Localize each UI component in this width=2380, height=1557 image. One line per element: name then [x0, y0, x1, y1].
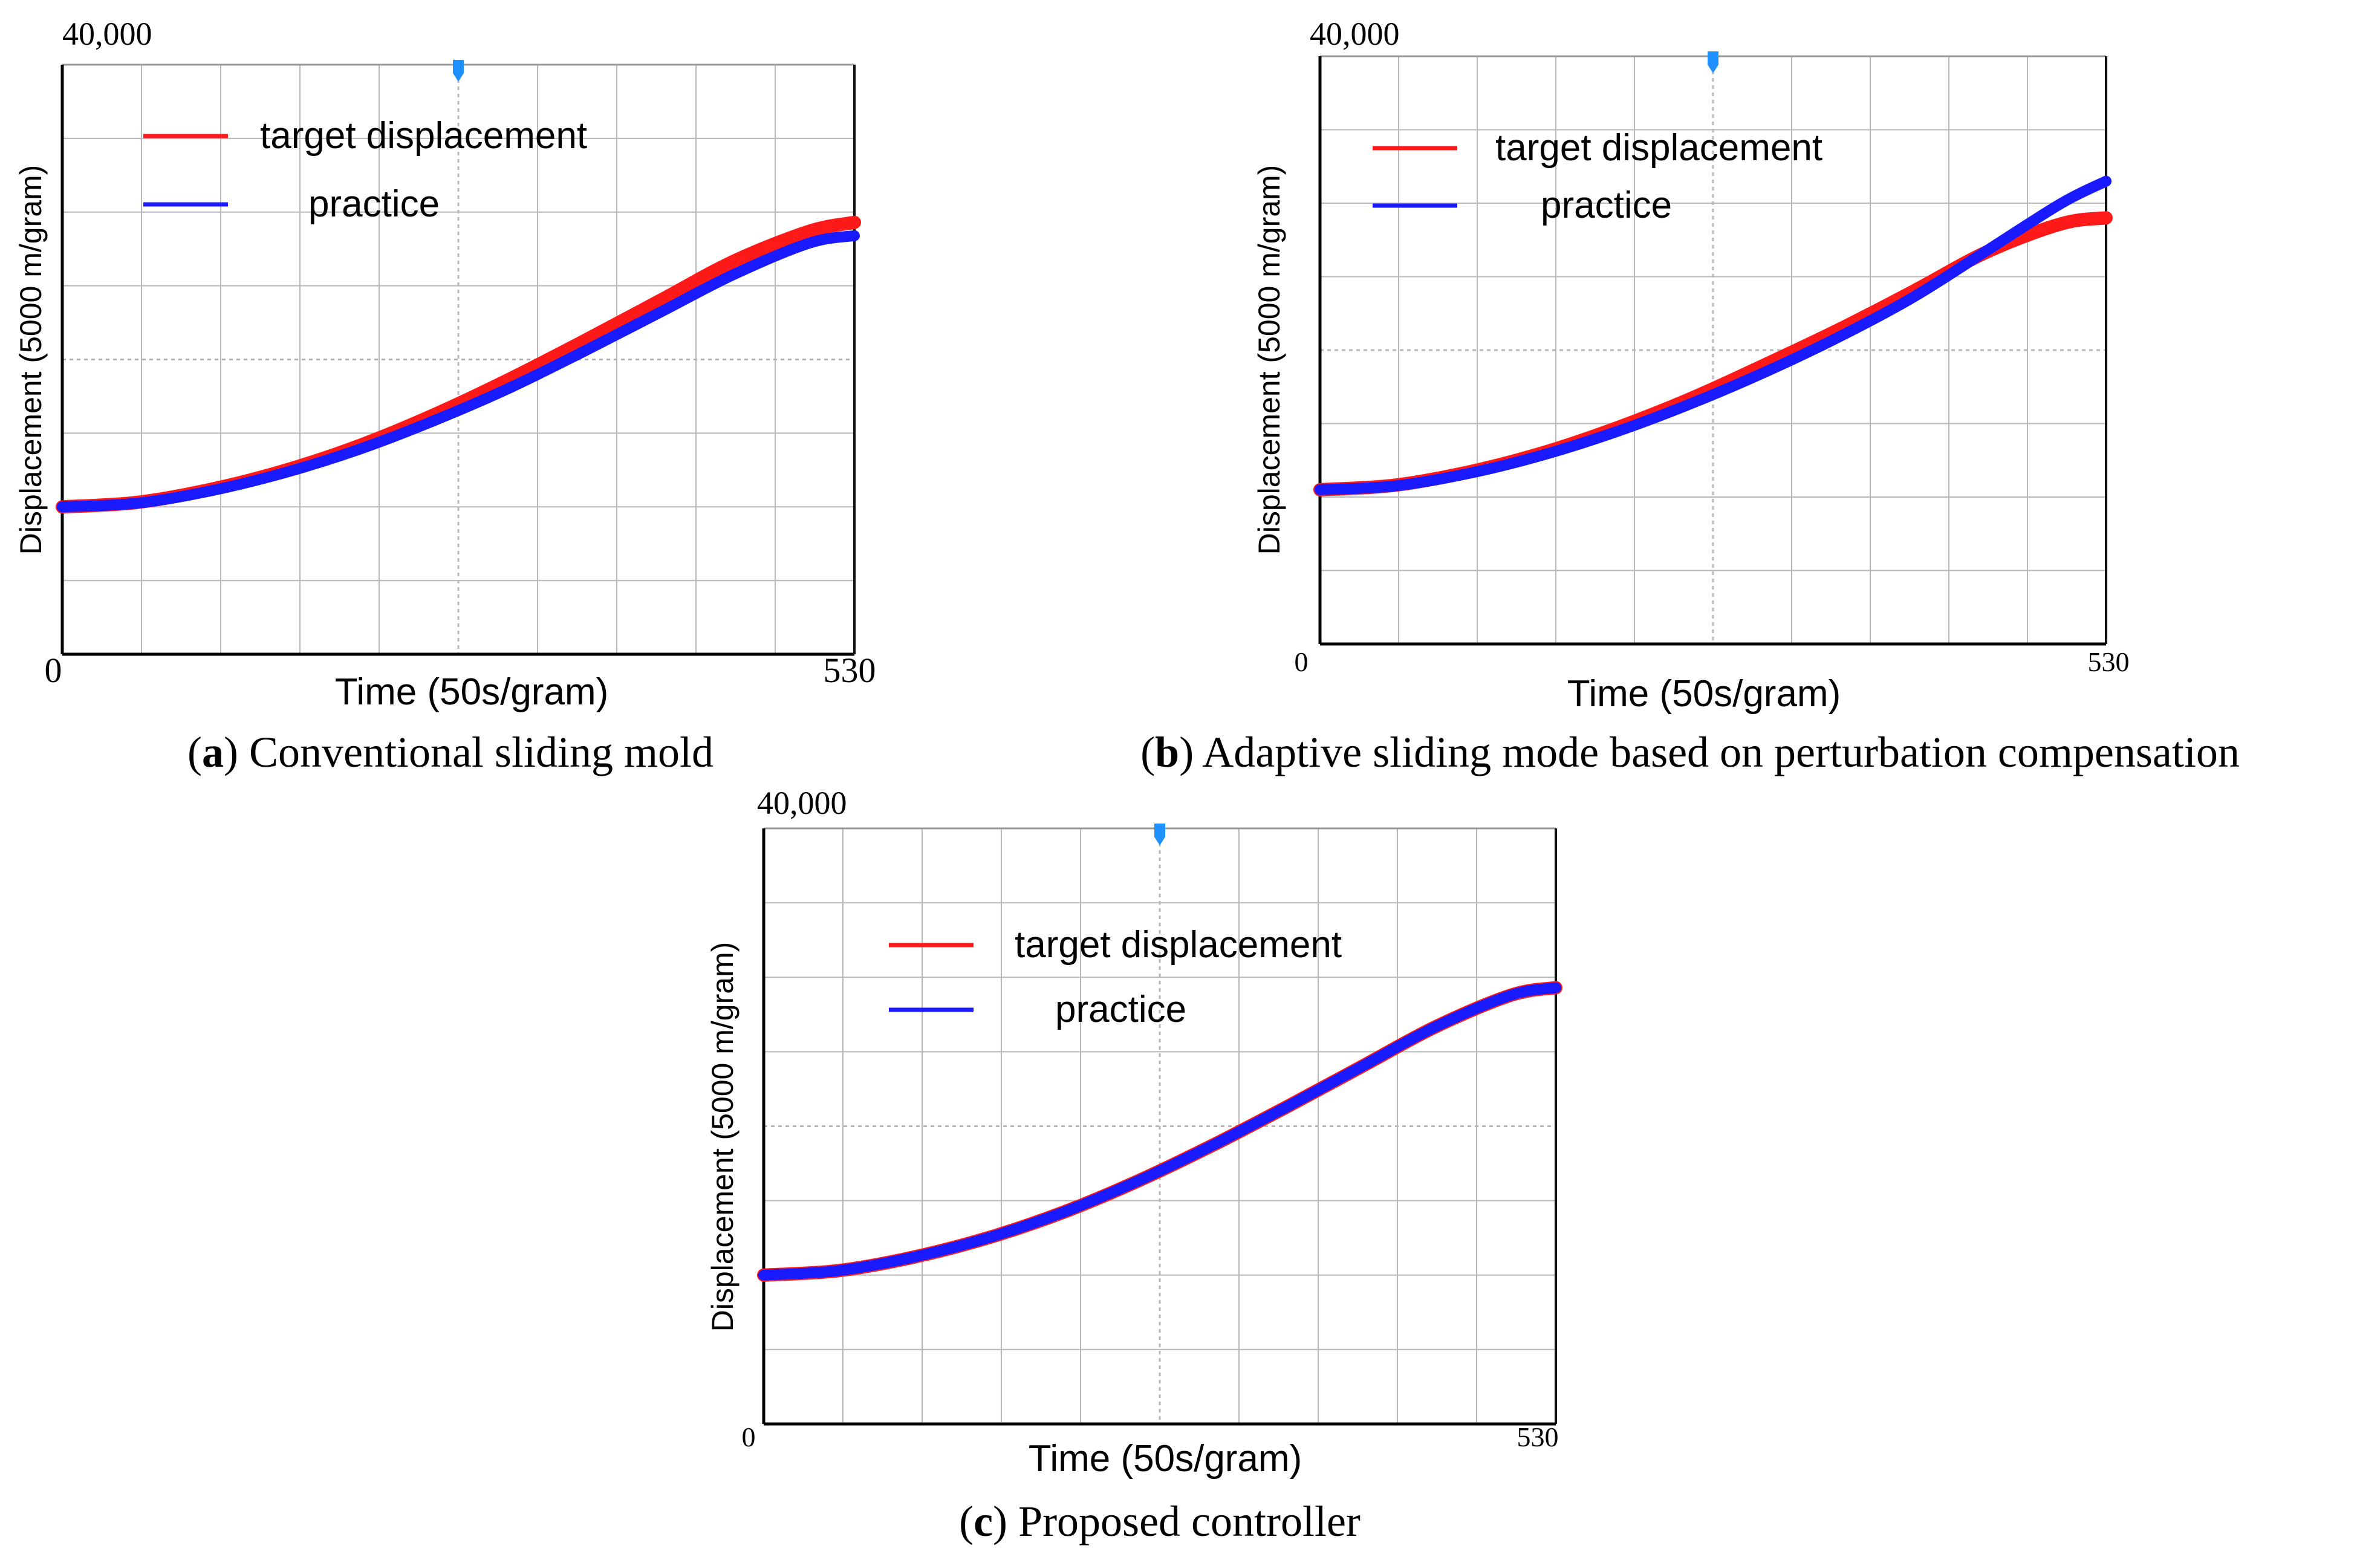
y-tick-label-top: 40,000	[757, 785, 847, 821]
series-line-practice	[57, 230, 860, 513]
legend: target displacement practice	[889, 924, 1342, 1030]
caption-open-paren: (	[959, 1497, 974, 1546]
legend-label-target: target displacement	[1495, 127, 1822, 169]
y-axis-title: Displacement (5000 m/gram)	[1252, 165, 1286, 555]
x-tick-label-start: 0	[742, 1422, 756, 1452]
grid	[764, 828, 1556, 1424]
legend-label-practice: practice	[308, 183, 440, 225]
caption: (c) Proposed controller	[959, 1497, 1361, 1546]
x-tick-label-end: 530	[2088, 646, 2130, 677]
caption-text: Adaptive sliding mode based on perturbat…	[1202, 728, 2240, 776]
legend: target displacement practice	[1373, 127, 1822, 226]
legend-label-practice: practice	[1541, 184, 1672, 226]
y-axis-title: Displacement (5000 m/gram)	[706, 942, 740, 1332]
x-axis-title: Time (50s/gram)	[1567, 673, 1841, 715]
chart-panel-b: target displacement practice 40,000 0 530 Dis…	[1140, 16, 2240, 776]
x-axis-title: Time (50s/gram)	[335, 671, 608, 713]
trigger-marker-icon	[1708, 51, 1718, 73]
caption-text: Proposed controller	[1018, 1497, 1361, 1546]
y-tick-label-top: 40,000	[62, 16, 152, 52]
caption-close-paren: )	[224, 728, 249, 776]
legend: target displacement practice	[143, 115, 587, 225]
legend-label-target: target displacement	[1015, 924, 1342, 966]
series-line-practice	[758, 982, 1561, 1281]
x-tick-label-end: 530	[824, 651, 876, 690]
caption: (a) Conventional sliding mold	[187, 728, 714, 776]
legend-label-target: target displacement	[260, 115, 587, 157]
caption-close-paren: )	[993, 1497, 1018, 1546]
x-tick-label-start: 0	[1295, 646, 1309, 677]
caption-open-paren: (	[187, 728, 202, 776]
caption-letter: a	[202, 728, 224, 776]
x-axis-title: Time (50s/gram)	[1029, 1438, 1302, 1480]
caption-text: Conventional sliding mold	[249, 728, 714, 776]
trigger-marker-icon	[453, 60, 464, 82]
y-tick-label-top: 40,000	[1310, 16, 1400, 52]
y-axis-title: Displacement (5000 m/gram)	[14, 165, 48, 555]
chart-panel-c: target displacement practice 40,000 0 530 Dis…	[706, 785, 1562, 1546]
x-tick-label-end: 530	[1517, 1422, 1559, 1452]
caption-letter: b	[1155, 728, 1179, 776]
trigger-marker-icon	[1154, 824, 1165, 845]
grid	[1320, 56, 2106, 644]
caption-open-paren: (	[1140, 728, 1155, 776]
caption-letter: c	[974, 1497, 993, 1546]
x-tick-label-start: 0	[45, 651, 62, 690]
series-line-practice	[1315, 175, 2112, 495]
caption-close-paren: )	[1179, 728, 1202, 776]
caption: (b) Adaptive sliding mode based on pertu…	[1140, 728, 2240, 776]
legend-label-practice: practice	[1055, 989, 1186, 1030]
chart-panel-a: target displacement practice 40,000 0 530 Dis…	[14, 16, 876, 776]
